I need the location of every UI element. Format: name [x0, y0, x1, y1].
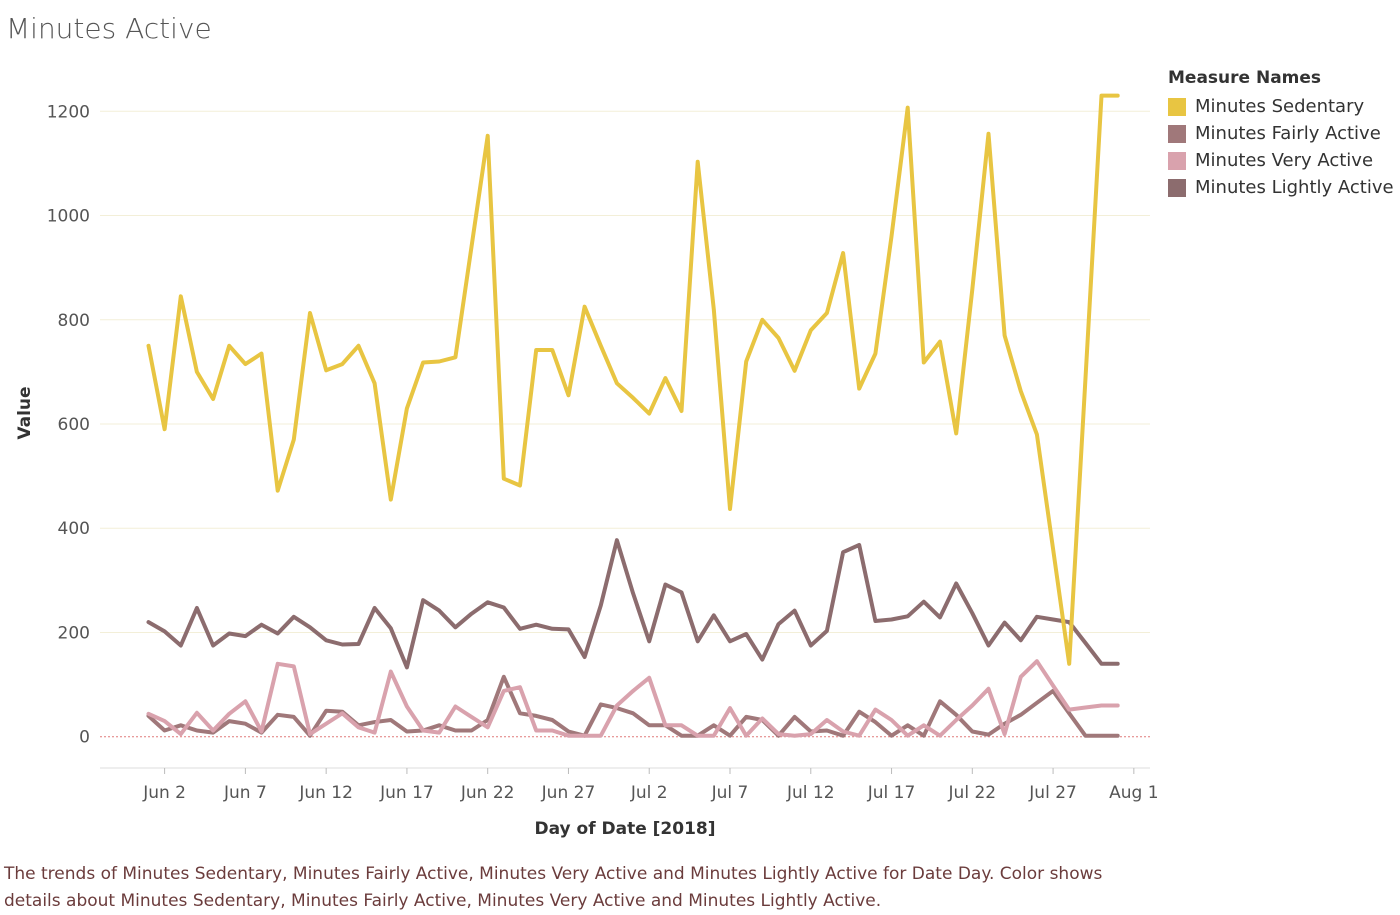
y-tick-label: 1000 — [47, 207, 90, 227]
legend: Measure Names Minutes Sedentary Minutes … — [1168, 68, 1394, 201]
line-chart: 0 200 400 600 800 1000 1200 Jun 2 Jun 7 Jun 12 Jun… — [15, 93, 1159, 839]
y-axis-title: Value — [15, 386, 35, 439]
x-tick-label: Jul 12 — [786, 783, 835, 803]
legend-swatch-sedentary — [1168, 97, 1186, 116]
series-lines — [146, 93, 1120, 738]
legend-item-sedentary[interactable]: Minutes Sedentary — [1168, 93, 1394, 120]
y-tick-label: 0 — [79, 728, 90, 748]
legend-title: Measure Names — [1168, 68, 1322, 88]
x-axis-title: Day of Date [2018] — [534, 819, 715, 839]
x-tick-label: Jun 7 — [223, 783, 267, 803]
x-tick-label: Jun 12 — [298, 783, 353, 803]
x-tick-label: Jun 2 — [142, 783, 186, 803]
legend-item-lightly-active[interactable]: Minutes Lightly Active — [1168, 174, 1394, 201]
legend-item-very-active[interactable]: Minutes Very Active — [1168, 147, 1394, 174]
x-tick-label: Jul 27 — [1028, 783, 1077, 803]
y-tick-label: 200 — [58, 623, 90, 643]
x-tick-label: Jun 27 — [541, 783, 596, 803]
x-tick-label: Jul 7 — [711, 783, 749, 803]
legend-swatch-lightly-active — [1168, 178, 1186, 197]
x-tick-label: Jul 22 — [948, 783, 997, 803]
chart-caption: The trends of Minutes Sedentary, Minutes… — [4, 864, 1103, 911]
x-tick-label: Jun 22 — [460, 783, 515, 803]
x-tick-label: Jul 2 — [630, 783, 668, 803]
series-line-minutes-very-active — [146, 659, 1120, 738]
legend-label: Minutes Fairly Active — [1195, 123, 1381, 144]
legend-item-fairly-active[interactable]: Minutes Fairly Active — [1168, 120, 1394, 147]
y-tick-label: 1200 — [47, 102, 90, 122]
legend-swatch-very-active — [1168, 151, 1186, 170]
legend-swatch-fairly-active — [1168, 124, 1186, 143]
y-tick-label: 600 — [58, 415, 90, 435]
y-tick-label: 800 — [58, 311, 90, 331]
legend-label: Minutes Lightly Active — [1195, 177, 1394, 198]
x-tick-label: Jun 17 — [379, 783, 434, 803]
y-tick-label: 400 — [58, 519, 90, 539]
chart-title: Minutes Active — [6, 12, 212, 45]
legend-label: Minutes Very Active — [1195, 150, 1374, 171]
axes: 0 200 400 600 800 1000 1200 Jun 2 Jun 7 Jun 12 Jun… — [47, 102, 1159, 803]
x-tick-label: Jul 17 — [867, 783, 916, 803]
gridlines — [100, 110, 1150, 738]
series-line-minutes-sedentary — [146, 93, 1120, 666]
legend-label: Minutes Sedentary — [1195, 96, 1365, 117]
series-line-minutes-lightly-active — [146, 538, 1120, 670]
x-tick-label: Aug 1 — [1109, 783, 1158, 803]
